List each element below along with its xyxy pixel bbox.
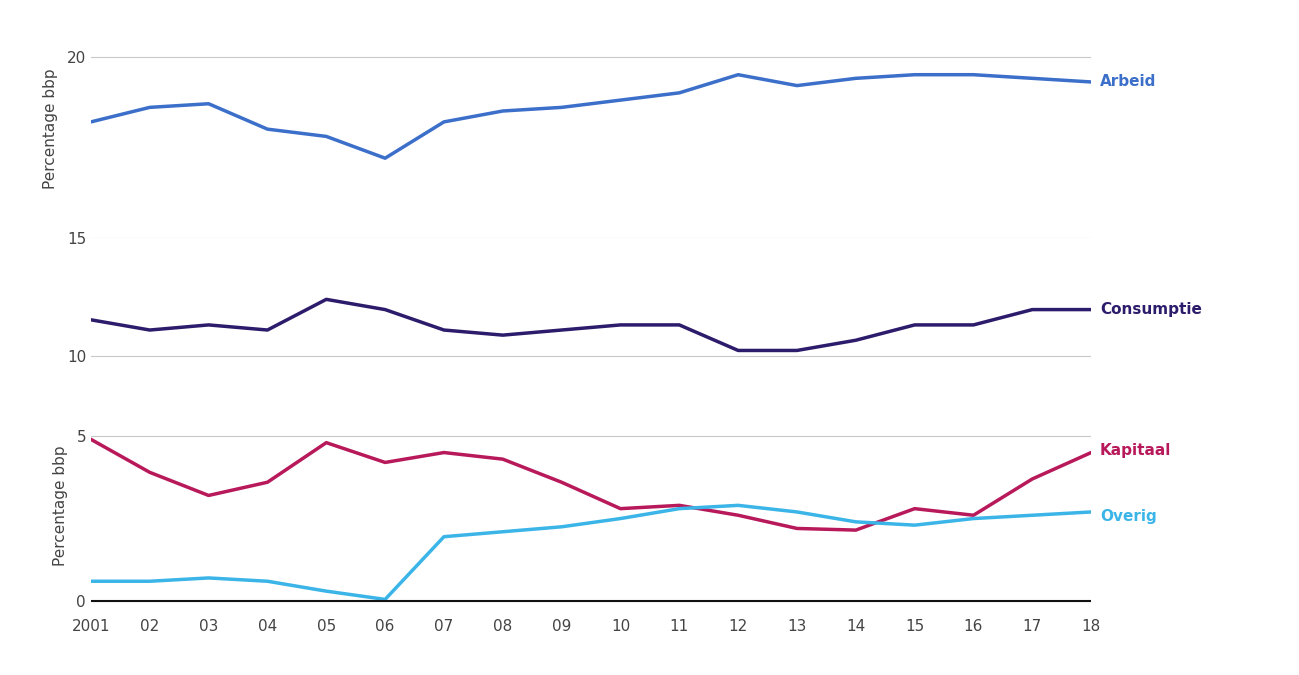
Text: Consumptie: Consumptie [1100,302,1202,317]
Text: Overig: Overig [1100,510,1156,524]
Text: Kapitaal: Kapitaal [1100,443,1172,458]
Y-axis label: Percentage bbp: Percentage bbp [43,69,58,190]
Y-axis label: Percentage bbp: Percentage bbp [53,445,68,566]
Text: Arbeid: Arbeid [1100,74,1156,90]
